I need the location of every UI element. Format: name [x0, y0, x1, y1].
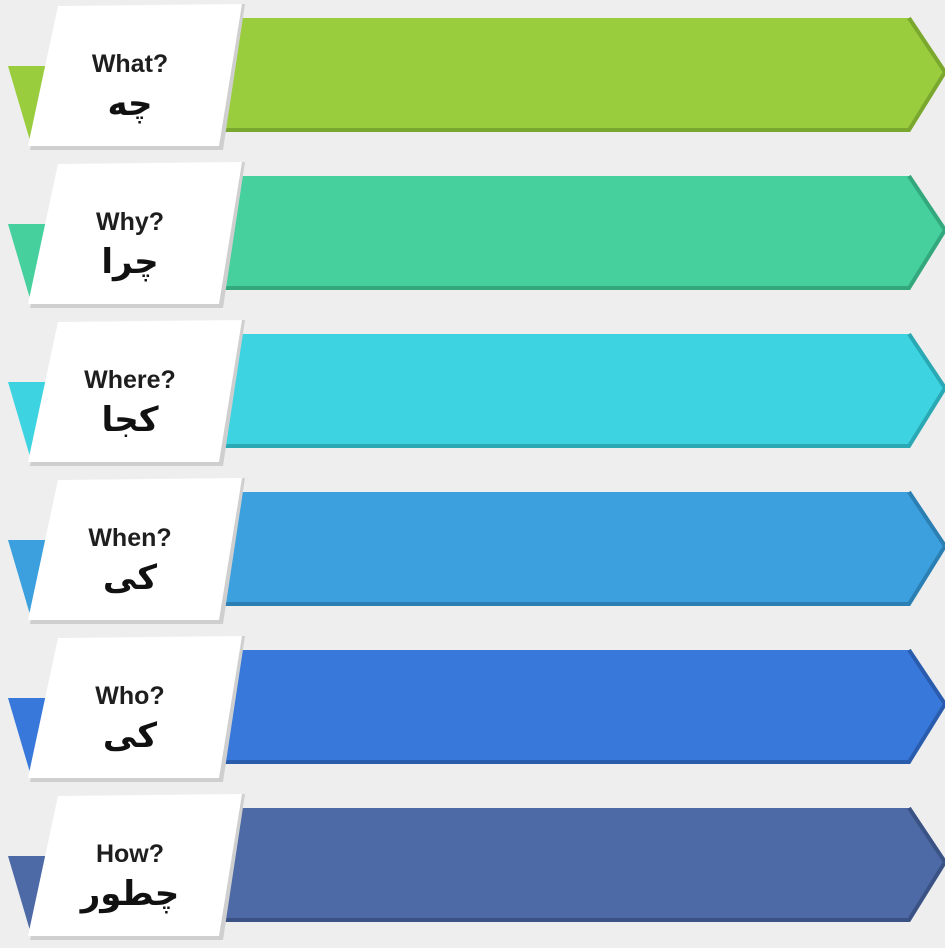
arrow-band-shape	[196, 806, 945, 922]
label-card-shape	[28, 4, 245, 150]
arrow-band-edge	[196, 648, 945, 764]
question-label-fa: چرا	[101, 242, 159, 282]
arrow-band-edge	[196, 16, 945, 132]
arrow-band	[196, 12, 945, 132]
label-card-shape	[28, 636, 245, 782]
question-label-en: How?	[95, 840, 165, 868]
label-card-face	[28, 636, 242, 778]
arrow-band-shape	[196, 174, 945, 290]
question-label-fa: چه	[107, 84, 153, 124]
question-row-how: How? چطور	[0, 790, 945, 948]
label-card	[28, 794, 245, 940]
arrow-band	[196, 170, 945, 290]
question-label-en: Why?	[95, 208, 165, 236]
question-label-fa: چطور	[80, 874, 180, 914]
label-card-shape	[28, 162, 245, 308]
label-card-shape	[28, 320, 245, 466]
arrow-band-shape	[196, 648, 945, 764]
arrow-band	[196, 802, 945, 922]
arrow-band-body	[196, 176, 945, 288]
arrow-band-shape	[196, 490, 945, 606]
question-row-who: Who? کی	[0, 632, 945, 790]
question-label-en: What?	[91, 50, 169, 78]
question-label-en: Who?	[95, 682, 165, 710]
arrow-band-body	[196, 492, 945, 604]
arrow-band-shape	[196, 332, 945, 448]
question-label-fa: کجا	[101, 400, 159, 440]
question-label-fa: کی	[102, 716, 158, 756]
arrow-band-edge	[196, 490, 945, 606]
arrow-band-body	[196, 650, 945, 762]
question-row-where: Where? کجا	[0, 316, 945, 474]
question-row-why: Why? چرا	[0, 158, 945, 316]
arrow-band-edge	[196, 174, 945, 290]
arrow-band-edge	[196, 332, 945, 448]
label-card	[28, 478, 245, 624]
arrow-band-body	[196, 18, 945, 130]
question-row-what: What? چه	[0, 0, 945, 158]
arrow-band-shape	[196, 16, 945, 132]
label-card-face	[28, 478, 242, 620]
label-card	[28, 636, 245, 782]
label-card-face	[28, 4, 242, 146]
arrow-band	[196, 328, 945, 448]
arrow-band-edge	[196, 806, 945, 922]
question-label-en: Where?	[84, 366, 176, 394]
label-card-shape	[28, 794, 245, 940]
label-card-face	[28, 320, 242, 462]
label-card	[28, 320, 245, 466]
arrow-band-body	[196, 808, 945, 920]
arrow-band	[196, 486, 945, 606]
arrow-band-body	[196, 334, 945, 446]
question-label-en: When?	[88, 524, 172, 552]
label-card-shape	[28, 478, 245, 624]
arrow-band	[196, 644, 945, 764]
question-row-when: When? کی	[0, 474, 945, 632]
label-card	[28, 4, 245, 150]
question-label-fa: کی	[102, 558, 158, 598]
label-card-face	[28, 162, 242, 304]
label-card	[28, 162, 245, 308]
label-card-face	[28, 794, 242, 936]
